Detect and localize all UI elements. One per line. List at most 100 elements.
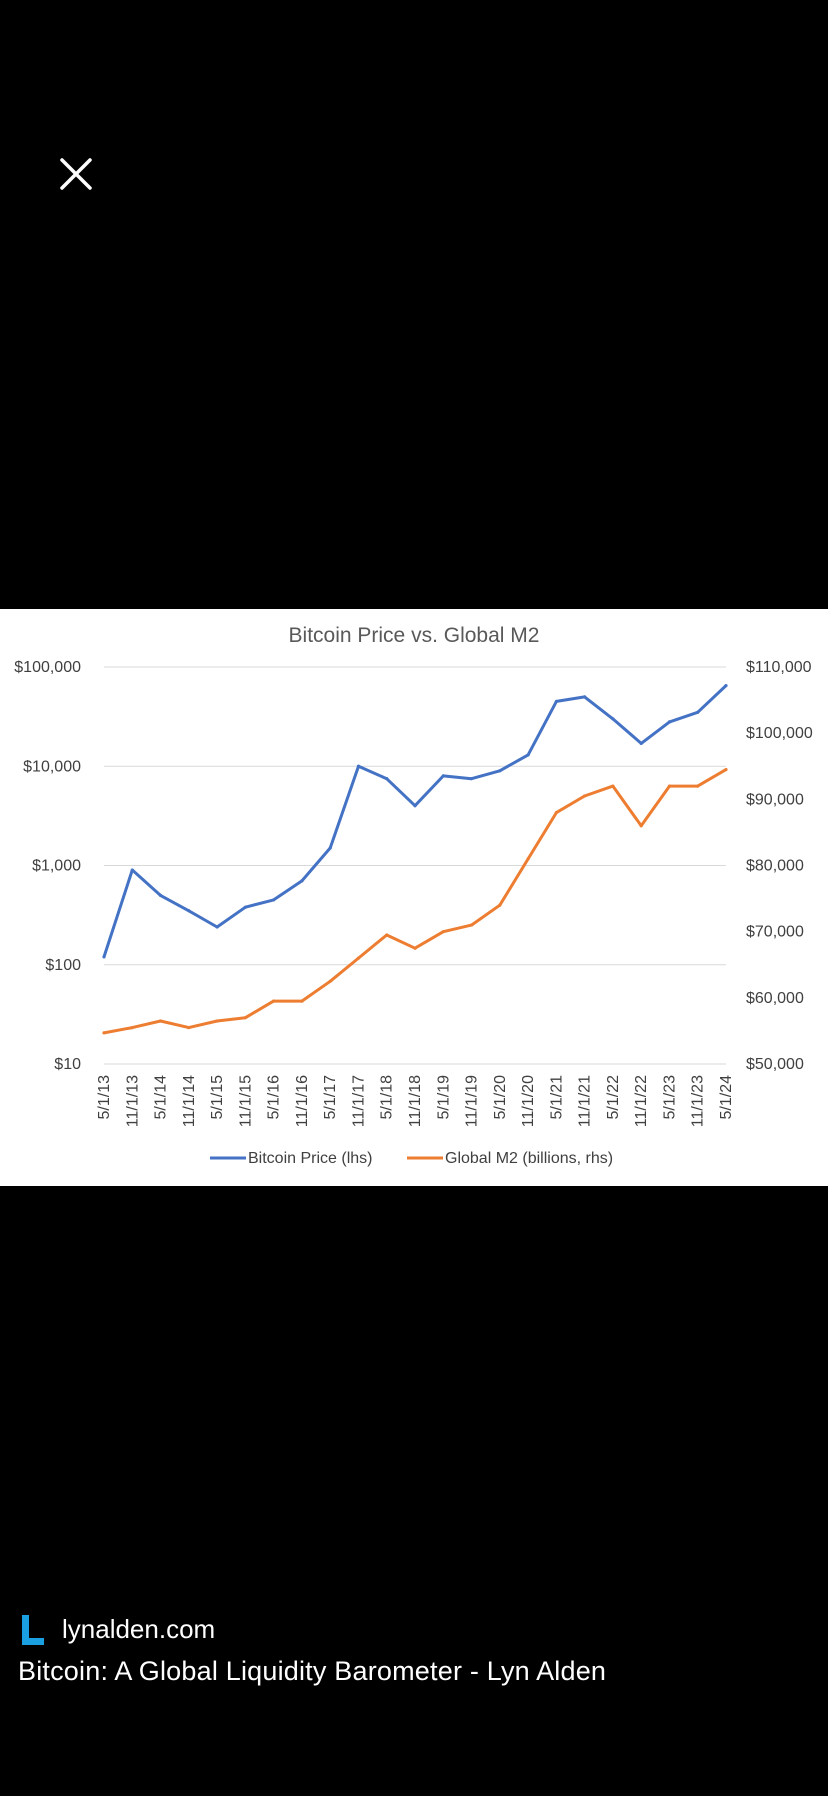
close-button[interactable] [52,150,100,198]
x-tick-label: 5/1/15 [209,1075,226,1120]
left-tick-label: $10 [54,1056,81,1073]
bitcoin-price-point [328,846,332,850]
x-tick-label: 5/1/23 [661,1075,678,1120]
bitcoin-price-point [158,893,163,897]
bitcoin-price-point [243,905,247,909]
x-tick-label: 5/1/18 [379,1075,396,1120]
close-icon [60,158,92,190]
global-m2-point [441,930,445,934]
bitcoin-price-point [102,955,106,959]
bitcoin-price-point [611,717,615,721]
bitcoin-price-point [187,909,191,913]
bitcoin-price-line [102,684,728,958]
bitcoin-price-point [554,699,558,704]
right-tick-label: $60,000 [746,990,804,1007]
global-m2-point [356,956,361,960]
x-tick-label: 5/1/20 [492,1075,509,1120]
legend-label: Global M2 (billions, rhs) [445,1150,613,1167]
global-m2-point [215,1019,219,1023]
global-m2-point [498,903,502,907]
global-m2-point [300,999,304,1003]
bitcoin-price-point [215,925,219,929]
legend: Bitcoin Price (lhs) Global M2 (billions, … [210,1150,613,1167]
x-tick-label: 5/1/13 [96,1075,113,1120]
x-tick-label: 11/1/19 [464,1075,481,1127]
right-tick-label: $70,000 [746,924,804,941]
x-tick-label: 11/1/14 [181,1075,198,1127]
legend-label: Bitcoin Price (lhs) [248,1150,372,1167]
right-axis: $110,000 $100,000 $90,000 $80,000 $70,000 $60… [746,659,813,1073]
bitcoin-price-point [469,777,474,781]
chart: Bitcoin Price vs. Global M2 $100,000 $10,… [14,624,813,1167]
right-tick-label: $110,000 [746,659,812,676]
right-tick-label: $50,000 [746,1056,804,1073]
global-m2-point [272,999,276,1003]
link-title[interactable]: Bitcoin: A Global Liquidity Barometer - … [18,1656,607,1686]
source-domain[interactable]: lynalden.com [62,1614,216,1644]
global-m2-point [554,810,558,815]
bitcoin-price-point [441,774,445,778]
global-m2-point [413,946,417,950]
x-tick-label: 11/1/23 [690,1075,707,1127]
left-tick-label: $10,000 [23,758,81,775]
x-tick-label: 11/1/15 [237,1075,254,1127]
chart-title: Bitcoin Price vs. Global M2 [289,624,540,647]
bitcoin-price-point [385,777,389,781]
bitcoin-price-point [696,710,700,714]
bitcoin-price-point [639,741,643,745]
global-m2-point [385,933,389,937]
global-m2-line [103,768,727,1035]
global-m2-point [187,1026,191,1030]
x-tick-label: 11/1/21 [577,1075,594,1127]
bitcoin-price-point [300,879,304,883]
bitcoin-price-point [724,683,728,688]
global-m2-point [526,857,530,861]
global-m2-point [469,923,474,927]
global-m2-point [583,794,587,798]
x-tick-label: 5/1/21 [548,1075,565,1120]
x-tick-label: 11/1/18 [407,1075,424,1127]
x-tick-label: 11/1/13 [124,1075,141,1127]
x-tick-label: 11/1/17 [350,1075,367,1127]
grid-lines [104,666,726,1065]
left-tick-label: $100 [45,957,81,974]
global-m2-point [243,1016,247,1020]
bitcoin-price-point [667,720,672,724]
x-tick-label: 11/1/22 [633,1075,650,1127]
x-tick-label: 5/1/22 [605,1075,622,1120]
bitcoin-price-point [272,898,276,902]
global-m2-point [328,979,332,983]
bitcoin-price-point [583,695,587,699]
bitcoin-price-point [526,753,530,757]
global-m2-point [696,784,700,788]
right-tick-label: $80,000 [746,858,804,875]
x-tick-label: 5/1/16 [266,1075,283,1120]
global-m2-point [667,784,672,788]
lynalden-logo-icon [22,1614,44,1645]
bitcoin-price-point [130,868,134,872]
global-m2-point [724,767,728,772]
chart-image[interactable]: Bitcoin Price vs. Global M2 $100,000 $10,… [0,609,828,1186]
x-tick-label: 5/1/17 [322,1075,339,1120]
global-m2-point [130,1026,134,1030]
x-tick-label: 11/1/16 [294,1075,311,1127]
bitcoin-price-point [413,804,417,808]
source-row[interactable]: lynalden.com [20,1614,215,1645]
left-tick-label: $1,000 [32,858,81,875]
left-axis: $100,000 $10,000 $1,000 $100 $10 [14,659,81,1073]
global-m2-point [158,1019,163,1023]
bitcoin-price-point [498,769,502,773]
global-m2-point [611,784,615,788]
x-tick-label: 5/1/19 [435,1075,452,1120]
x-tick-label: 11/1/20 [520,1075,537,1127]
right-tick-label: $90,000 [746,791,804,808]
left-tick-label: $100,000 [14,659,81,676]
global-m2-point [639,824,643,828]
series-group [102,683,728,1035]
right-tick-label: $100,000 [746,725,813,742]
x-axis: 5/1/13 11/1/13 5/1/14 11/1/14 5/1/15 11/1/15 5… [96,1075,735,1127]
global-m2-point [102,1031,106,1035]
x-tick-label: 5/1/14 [153,1075,170,1120]
x-tick-label: 5/1/24 [718,1075,735,1120]
bitcoin-price-point [356,764,361,768]
